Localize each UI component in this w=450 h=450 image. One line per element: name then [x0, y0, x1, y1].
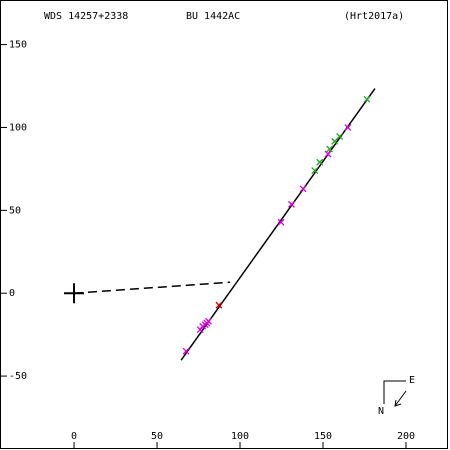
y-tick-label: 0 [9, 288, 15, 299]
observation [182, 347, 190, 355]
observation [311, 167, 319, 175]
y-tick-label: 50 [9, 205, 21, 216]
compass-east: E [409, 375, 415, 386]
observation [326, 145, 334, 153]
x-tick-label: 200 [397, 431, 415, 442]
compass: N E [378, 375, 415, 417]
reference: (Hrt2017a) [344, 11, 404, 22]
y-tick-label: 150 [9, 40, 27, 51]
primary-star [64, 283, 85, 304]
observation [299, 185, 307, 193]
observation [288, 200, 295, 208]
x-tick-label: 0 [71, 431, 77, 442]
chart-title: WDS 14257+2338 [44, 11, 128, 22]
observation [205, 317, 212, 325]
compass-north: N [378, 406, 384, 417]
observation [324, 150, 332, 158]
observation [363, 95, 371, 103]
observation [316, 158, 324, 166]
compass-arrowhead [394, 399, 402, 407]
node-line [73, 281, 231, 294]
chart-subtitle: BU 1442AC [186, 11, 240, 22]
y-tick-label: -50 [9, 371, 27, 382]
compass-arrow [394, 390, 407, 407]
x-tick-label: 50 [151, 431, 163, 442]
y-tick-label: 100 [9, 122, 27, 133]
compass-axes [383, 380, 406, 404]
x-tick-label: 150 [314, 431, 332, 442]
x-tick-label: 100 [231, 431, 249, 442]
observation [344, 124, 352, 131]
observation [336, 132, 344, 140]
observation [277, 218, 285, 226]
observation [215, 301, 223, 309]
